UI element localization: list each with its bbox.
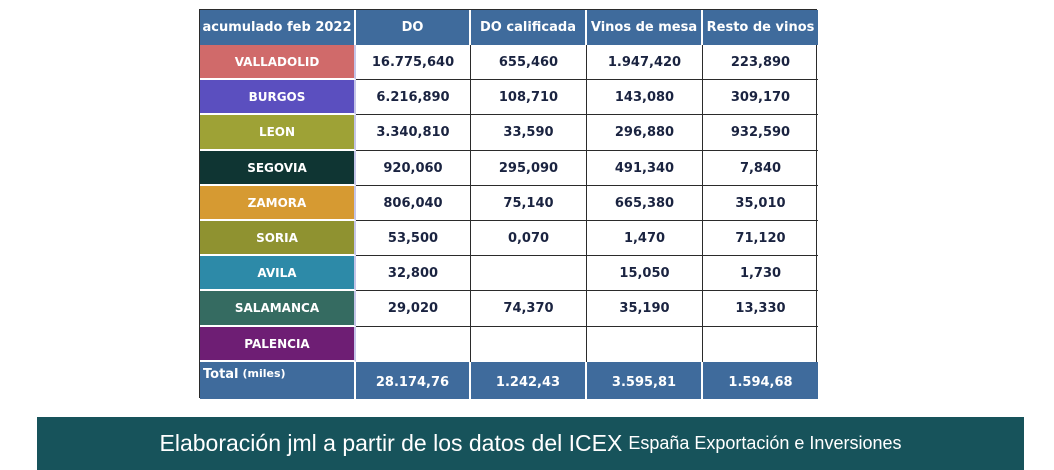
total-label-cell: Total (miles) [200,362,356,399]
cell-do-calificada: 74,370 [471,291,587,327]
source-footer: Elaboración jml a partir de los datos de… [37,417,1024,470]
cell-do: 53,500 [356,221,471,256]
cell-vinos-mesa: 35,190 [587,291,703,327]
cell-do [356,327,471,362]
header-do: DO [356,10,471,45]
total-do-calificada: 1.242,43 [471,362,587,399]
region-label-valladolid: VALLADOLID [200,45,356,80]
cell-vinos-mesa [587,327,703,362]
cell-do-calificada: 75,140 [471,186,587,221]
header-resto-vinos: Resto de vinos [703,10,818,45]
cell-vinos-mesa: 143,080 [587,80,703,115]
region-label-burgos: BURGOS [200,80,356,115]
footer-sub-text: España Exportación e Inversiones [628,433,902,453]
region-label-segovia: SEGOVIA [200,151,356,186]
cell-resto: 13,330 [703,291,818,327]
cell-do: 32,800 [356,256,471,291]
cell-do-calificada [471,256,587,291]
cell-vinos-mesa: 296,880 [587,115,703,151]
region-label-palencia: PALENCIA [200,327,356,362]
cell-resto: 71,120 [703,221,818,256]
cell-do-calificada: 295,090 [471,151,587,186]
cell-do-calificada: 33,590 [471,115,587,151]
cell-resto: 7,840 [703,151,818,186]
header-do-calificada: DO calificada [471,10,587,45]
total-vinos-mesa: 3.595,81 [587,362,703,399]
cell-do: 806,040 [356,186,471,221]
cell-do: 16.775,640 [356,45,471,80]
cell-resto: 223,890 [703,45,818,80]
region-label-soria: SORIA [200,221,356,256]
cell-do-calificada: 108,710 [471,80,587,115]
cell-resto [703,327,818,362]
total-do: 28.174,76 [356,362,471,399]
cell-resto: 932,590 [703,115,818,151]
total-resto: 1.594,68 [703,362,818,399]
total-label: Total [203,367,239,382]
cell-resto: 309,170 [703,80,818,115]
cell-vinos-mesa: 15,050 [587,256,703,291]
cell-vinos-mesa: 1.947,420 [587,45,703,80]
region-label-avila: AVILA [200,256,356,291]
footer-main-text: Elaboración jml a partir de los datos de… [159,430,623,456]
region-label-salamanca: SALAMANCA [200,291,356,327]
cell-do-calificada: 655,460 [471,45,587,80]
cell-do: 920,060 [356,151,471,186]
cell-vinos-mesa: 491,340 [587,151,703,186]
cell-vinos-mesa: 1,470 [587,221,703,256]
cell-do-calificada [471,327,587,362]
cell-resto: 35,010 [703,186,818,221]
cell-resto: 1,730 [703,256,818,291]
cell-vinos-mesa: 665,380 [587,186,703,221]
header-vinos-mesa: Vinos de mesa [587,10,703,45]
total-unit: (miles) [242,367,286,380]
cell-do: 6.216,890 [356,80,471,115]
cell-do-calificada: 0,070 [471,221,587,256]
cell-do: 3.340,810 [356,115,471,151]
cell-do: 29,020 [356,291,471,327]
region-label-leon: LEON [200,115,356,151]
header-period: acumulado feb 2022 [200,10,356,45]
wine-exports-table: acumulado feb 2022 DO DO calificada Vino… [199,9,818,399]
region-label-zamora: ZAMORA [200,186,356,221]
